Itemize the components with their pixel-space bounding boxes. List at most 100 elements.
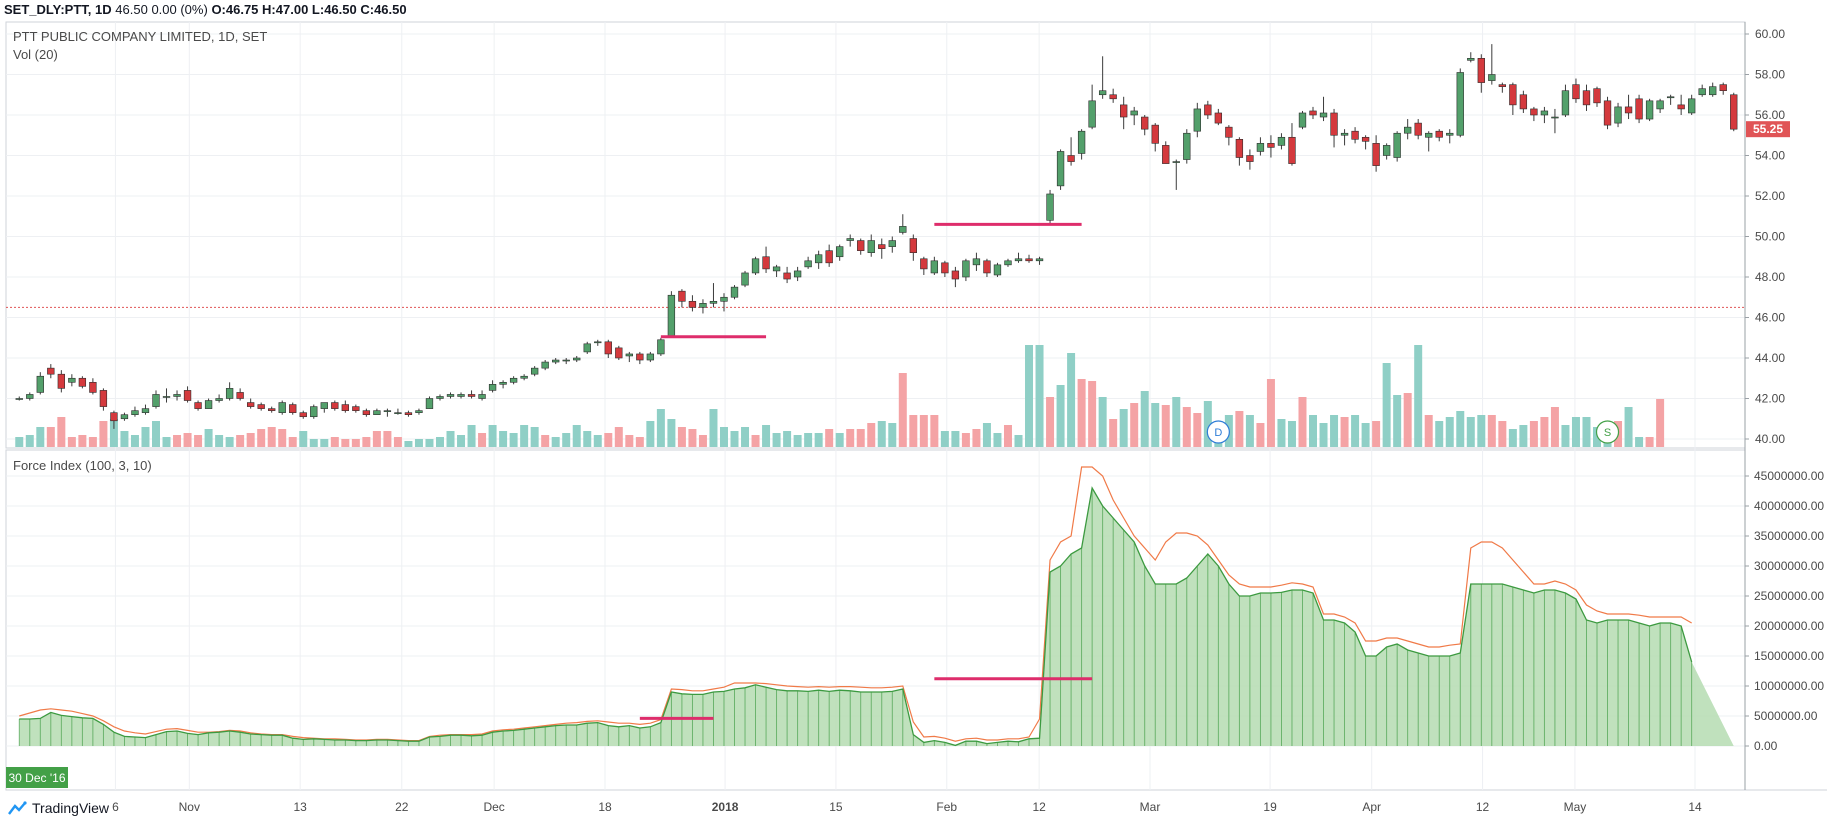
volume-bar: [46, 427, 55, 447]
candle-body: [1698, 88, 1706, 96]
brand-name: TradingView: [32, 800, 110, 816]
volume-bar: [1340, 417, 1349, 447]
x-tick-label: 19: [1263, 800, 1277, 814]
x-tick-label: Dec: [483, 800, 504, 814]
candle: [530, 366, 539, 377]
x-tick-label: 22: [395, 800, 409, 814]
x-tick-label: Nov: [179, 800, 200, 814]
candle: [636, 351, 644, 365]
candle-body: [120, 414, 129, 420]
candle-body: [1183, 132, 1191, 160]
volume-bar: [246, 433, 255, 447]
volume-bar: [783, 431, 792, 447]
candle: [1572, 78, 1580, 103]
candle: [457, 392, 465, 399]
candle-body: [268, 408, 276, 411]
candle: [793, 266, 802, 282]
candle: [1624, 94, 1633, 120]
candle: [888, 236, 896, 253]
candle: [1172, 159, 1180, 190]
candle-body: [1540, 110, 1549, 116]
marker-letter: D: [1214, 427, 1222, 439]
candle: [362, 408, 371, 417]
low-value: L:46.50: [311, 2, 357, 17]
candle-body: [1467, 57, 1475, 61]
volume-bar: [1540, 417, 1549, 447]
candle-body: [520, 375, 528, 379]
candle: [1614, 102, 1622, 128]
candle: [1351, 127, 1359, 144]
candle-body: [636, 353, 644, 361]
volume-bar: [1025, 345, 1034, 447]
volume-bar: [551, 437, 560, 447]
tradingview-logo[interactable]: TradingView: [6, 799, 109, 817]
candle-body: [1088, 100, 1096, 128]
volume-bar: [919, 415, 928, 447]
candle: [394, 408, 402, 415]
candle-body: [36, 375, 44, 393]
volume-bar: [57, 417, 66, 447]
candle-body: [573, 357, 581, 361]
volume-bar: [656, 409, 665, 447]
force-tick-label: 35000000.00: [1754, 529, 1824, 543]
volume-bar: [1319, 423, 1328, 447]
candle-body: [657, 339, 665, 355]
candle: [1214, 108, 1223, 126]
volume-bar: [1266, 379, 1275, 447]
candle: [1435, 129, 1443, 142]
volume-bar: [1424, 415, 1433, 447]
candle: [1014, 252, 1023, 263]
candle: [709, 283, 718, 308]
volume-bar: [804, 433, 813, 447]
candle-body: [1425, 132, 1433, 138]
candle-body: [678, 290, 686, 302]
candle-body: [1372, 143, 1380, 166]
high-value: H:47.00: [262, 2, 309, 17]
candle: [1561, 84, 1570, 118]
candle-body: [341, 404, 349, 411]
candle-body: [962, 260, 970, 278]
candle: [1656, 98, 1664, 113]
volume-bar: [204, 429, 213, 447]
candle: [57, 370, 65, 393]
candle: [1677, 94, 1685, 115]
volume-bar: [856, 429, 865, 447]
volume-bar: [509, 433, 518, 447]
candle-body: [972, 258, 981, 266]
candle: [1046, 189, 1054, 225]
candle-body: [720, 296, 728, 302]
volume-bar: [1119, 409, 1128, 447]
candle: [1540, 106, 1549, 124]
volume-bar: [446, 431, 455, 447]
candle-body: [446, 394, 455, 397]
candle-body: [1593, 88, 1601, 104]
volume-bar: [541, 435, 550, 447]
candle: [899, 214, 907, 235]
candle: [257, 402, 265, 411]
candle: [1582, 84, 1591, 111]
candle-body: [1004, 260, 1012, 266]
price-tick-label: 50.00: [1755, 230, 1785, 244]
candle-body: [1645, 100, 1654, 120]
candle: [467, 390, 476, 399]
candle: [573, 355, 581, 363]
volume-bar: [1582, 417, 1591, 447]
dividend-marker: [1206, 420, 1230, 444]
candle: [825, 244, 833, 267]
candle-body: [1298, 112, 1307, 128]
candle-body: [1309, 110, 1317, 116]
candle-body: [1277, 136, 1286, 146]
volume-bar: [1067, 353, 1076, 447]
candle: [646, 351, 655, 363]
candle: [836, 244, 844, 261]
volume-bar: [173, 435, 182, 447]
volume-bar: [351, 439, 360, 447]
candle: [1246, 149, 1254, 170]
candle-body: [1056, 151, 1065, 187]
volume-bar: [1519, 425, 1528, 447]
close-value: C:46.50: [360, 2, 407, 17]
force-signal-line: [19, 466, 1692, 742]
candle: [310, 404, 318, 419]
candle-body: [1288, 136, 1296, 164]
